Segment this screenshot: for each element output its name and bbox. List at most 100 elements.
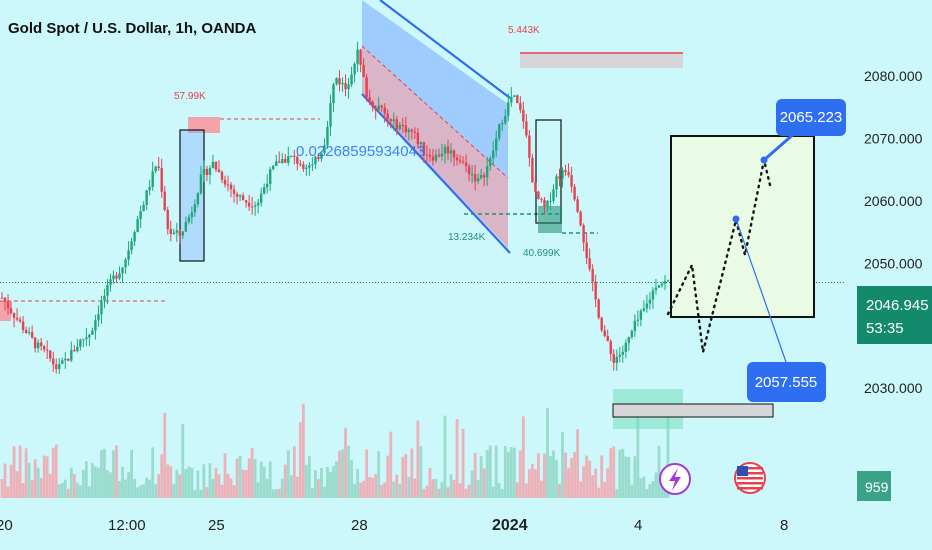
candle xyxy=(106,278,109,305)
candle xyxy=(214,161,218,173)
candle xyxy=(88,333,91,347)
volume-bar xyxy=(428,468,432,498)
candle-body xyxy=(600,317,603,331)
volume-bar xyxy=(654,472,658,498)
volume-bar xyxy=(515,482,519,498)
candle-body xyxy=(558,176,561,179)
candle xyxy=(531,153,534,183)
candle xyxy=(458,154,462,164)
candle xyxy=(621,345,624,363)
volume-bar xyxy=(241,469,245,498)
volume-bar xyxy=(169,466,173,498)
candle xyxy=(476,173,480,184)
candle-body xyxy=(413,131,417,133)
volume-bar xyxy=(66,489,70,498)
candle xyxy=(148,179,151,196)
volume-bar xyxy=(534,469,537,498)
volume-bar xyxy=(100,450,103,498)
candle xyxy=(615,349,618,371)
flag-stripe xyxy=(737,477,763,480)
candle-body xyxy=(320,153,323,160)
candle-body xyxy=(437,154,441,157)
candle xyxy=(256,198,260,214)
volume-bar xyxy=(335,461,338,498)
candle-body xyxy=(317,156,320,160)
candle xyxy=(250,196,254,215)
candle-body xyxy=(235,193,239,197)
volume-bar xyxy=(630,484,634,498)
candle xyxy=(383,103,386,123)
candle xyxy=(142,201,145,212)
candle xyxy=(220,170,224,184)
volume-bar xyxy=(407,476,411,498)
volume-bar xyxy=(317,479,320,498)
candle xyxy=(202,160,206,183)
candle-body xyxy=(434,154,438,161)
volume-bar xyxy=(567,468,570,498)
candle xyxy=(0,292,4,299)
candle xyxy=(154,165,157,174)
candle xyxy=(528,130,531,167)
spike-box xyxy=(179,129,205,262)
volume-bar xyxy=(518,450,522,498)
volume-bar xyxy=(63,479,67,498)
candle-body xyxy=(446,146,450,154)
candle-body xyxy=(281,159,284,163)
candle-body xyxy=(570,175,573,187)
candle-body xyxy=(347,84,350,90)
candle xyxy=(326,120,329,149)
candle xyxy=(311,157,314,172)
y-tick-label: 2050.000 xyxy=(864,255,923,271)
volume-bar xyxy=(238,455,242,498)
candle-body xyxy=(82,339,85,341)
candle-body xyxy=(443,146,447,154)
candle xyxy=(353,61,356,83)
channel-mid-line xyxy=(361,45,509,179)
candle-body xyxy=(205,168,209,175)
volume-annotation-3: 13.234K xyxy=(448,232,486,243)
candle xyxy=(485,156,489,186)
candle-body xyxy=(609,341,612,354)
candle xyxy=(259,187,263,207)
candle-body xyxy=(175,230,178,233)
x-tick-label: 25 xyxy=(208,517,225,534)
candle xyxy=(67,358,70,362)
candle xyxy=(76,338,79,353)
candle xyxy=(380,104,383,112)
candle xyxy=(175,222,178,242)
candle xyxy=(540,197,543,203)
candle-body xyxy=(341,83,344,85)
volume-label: 959 xyxy=(857,471,891,501)
candle xyxy=(299,159,302,167)
candle xyxy=(160,158,163,198)
candle xyxy=(217,160,221,173)
badge-bg xyxy=(776,99,846,136)
candle xyxy=(648,292,652,310)
candle-body xyxy=(473,174,477,182)
volume-bar xyxy=(657,445,661,498)
candle xyxy=(193,199,197,217)
volume-bar xyxy=(389,431,393,498)
candle-body xyxy=(269,169,272,184)
candle xyxy=(437,148,441,158)
candle-body xyxy=(290,155,293,157)
volume-bar xyxy=(549,456,552,498)
candle-body xyxy=(0,297,4,299)
candle-body xyxy=(24,329,28,334)
lightning-shape xyxy=(669,468,681,491)
candle xyxy=(190,206,194,224)
candle-body xyxy=(458,160,462,162)
volume-bar xyxy=(148,479,152,498)
flag-stripe xyxy=(737,482,763,485)
candle xyxy=(136,215,139,233)
candle-body xyxy=(618,354,621,357)
candle xyxy=(49,350,52,362)
volume-bar xyxy=(247,458,251,498)
candle-body xyxy=(350,74,353,85)
candle xyxy=(58,358,61,374)
candle xyxy=(112,270,115,284)
volume-bar xyxy=(277,488,281,498)
candle-body xyxy=(311,164,314,166)
candle xyxy=(440,143,444,161)
